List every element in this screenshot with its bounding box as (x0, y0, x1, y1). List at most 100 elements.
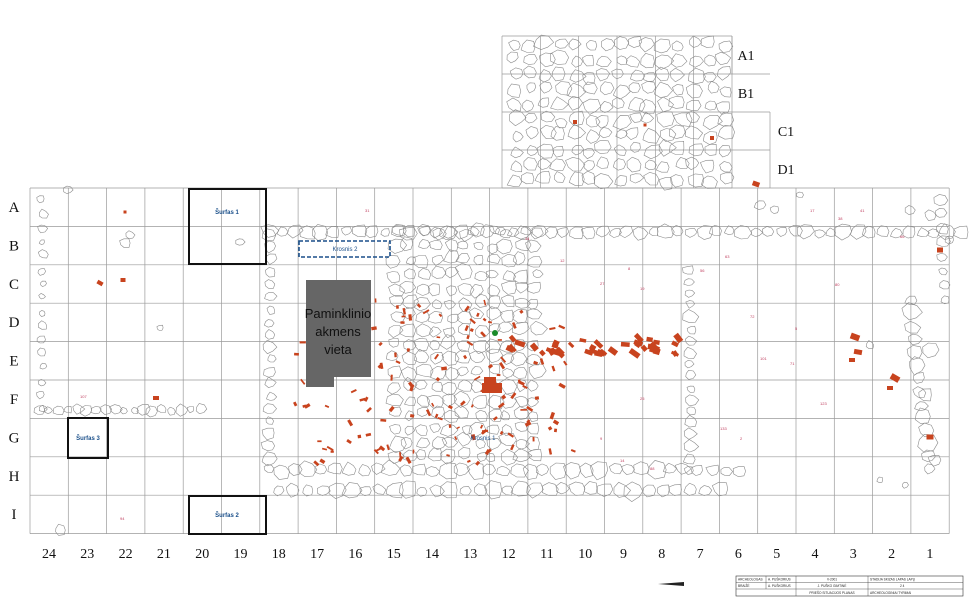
find-fragment (497, 339, 502, 341)
stone (685, 83, 703, 99)
stone (415, 311, 430, 323)
column-label-9: 9 (620, 547, 627, 562)
find-fragment (304, 403, 311, 409)
stone (718, 40, 734, 53)
stone (351, 224, 368, 238)
find-fragment (533, 360, 539, 365)
find-fragment (551, 365, 556, 372)
stone (388, 325, 404, 338)
stone (545, 226, 558, 239)
stone (553, 171, 566, 183)
stone (487, 243, 499, 255)
stone (119, 238, 131, 248)
find-number-mark: 9 (600, 436, 603, 441)
title-block-r1c3: V-2001 (827, 578, 837, 582)
find-fragment (567, 341, 575, 349)
stone (507, 83, 522, 98)
find-fragment (96, 279, 104, 287)
stone (325, 226, 340, 238)
find-number-mark: 80 (835, 282, 840, 287)
stone (612, 96, 625, 109)
stone (711, 481, 729, 497)
column-label-4: 4 (812, 547, 819, 562)
row-label-f: F (10, 392, 18, 408)
stone (276, 226, 289, 237)
find-fragment (510, 392, 517, 400)
stone (734, 224, 752, 240)
column-label-11: 11 (540, 547, 553, 562)
stone (426, 394, 445, 409)
stone (649, 227, 659, 237)
monument-label-line-3: vieta (324, 342, 352, 357)
stone (890, 227, 903, 239)
stone (38, 404, 48, 412)
stone (850, 224, 867, 240)
find-fragment (395, 305, 399, 309)
stone (417, 394, 430, 407)
stone (195, 403, 208, 415)
stone (683, 346, 697, 359)
stone (526, 145, 539, 156)
stone (927, 454, 942, 467)
find-fragment (510, 444, 515, 451)
stone (536, 143, 555, 159)
stone (264, 329, 276, 340)
stone (404, 410, 415, 422)
stone (515, 238, 532, 252)
find-fragment (390, 374, 393, 381)
title-block-r2c2: A. PUŠKORIUS (768, 583, 791, 588)
stone (399, 323, 417, 338)
row-label-h: H (9, 469, 20, 485)
stone (687, 173, 705, 188)
find-fragment (378, 341, 383, 347)
stone (264, 376, 277, 388)
column-label-20: 20 (195, 547, 209, 562)
stone (327, 462, 343, 475)
stone (341, 226, 353, 236)
find-fragment (593, 339, 604, 349)
stone (63, 405, 72, 414)
stone (156, 404, 167, 413)
stone (569, 226, 584, 239)
stone (525, 126, 539, 140)
stone (690, 465, 703, 476)
stone (568, 38, 582, 51)
stone (685, 394, 700, 407)
stone (550, 49, 570, 65)
stone (37, 249, 49, 259)
stone (936, 222, 949, 235)
stone (701, 175, 718, 189)
row-label-a: A (9, 200, 20, 216)
stone (416, 486, 428, 497)
stone (443, 409, 460, 423)
find-fragment (479, 424, 484, 429)
find-fragment (529, 342, 539, 352)
find-fragment (388, 405, 395, 413)
stone (596, 483, 614, 497)
stone (533, 34, 555, 50)
ext-row-label-c1: C1 (778, 125, 794, 140)
stone (612, 115, 632, 130)
find-fragment (652, 345, 661, 353)
stone (583, 81, 598, 95)
stone (469, 350, 486, 364)
stone (439, 225, 459, 241)
stone (625, 55, 641, 68)
find-fragment (464, 305, 470, 312)
stone (657, 223, 675, 239)
stone (698, 485, 713, 496)
stone (474, 483, 488, 497)
stone (514, 395, 530, 408)
stone (589, 461, 609, 481)
stone (413, 348, 430, 364)
stone (718, 145, 732, 158)
stone (453, 224, 469, 240)
stone (672, 112, 693, 127)
stone (36, 195, 45, 204)
find-fragment (620, 341, 630, 348)
find-fragment (549, 326, 556, 331)
stone (626, 156, 642, 173)
stone (563, 462, 581, 480)
find-fragment (350, 389, 357, 394)
find-fragment (401, 315, 406, 318)
